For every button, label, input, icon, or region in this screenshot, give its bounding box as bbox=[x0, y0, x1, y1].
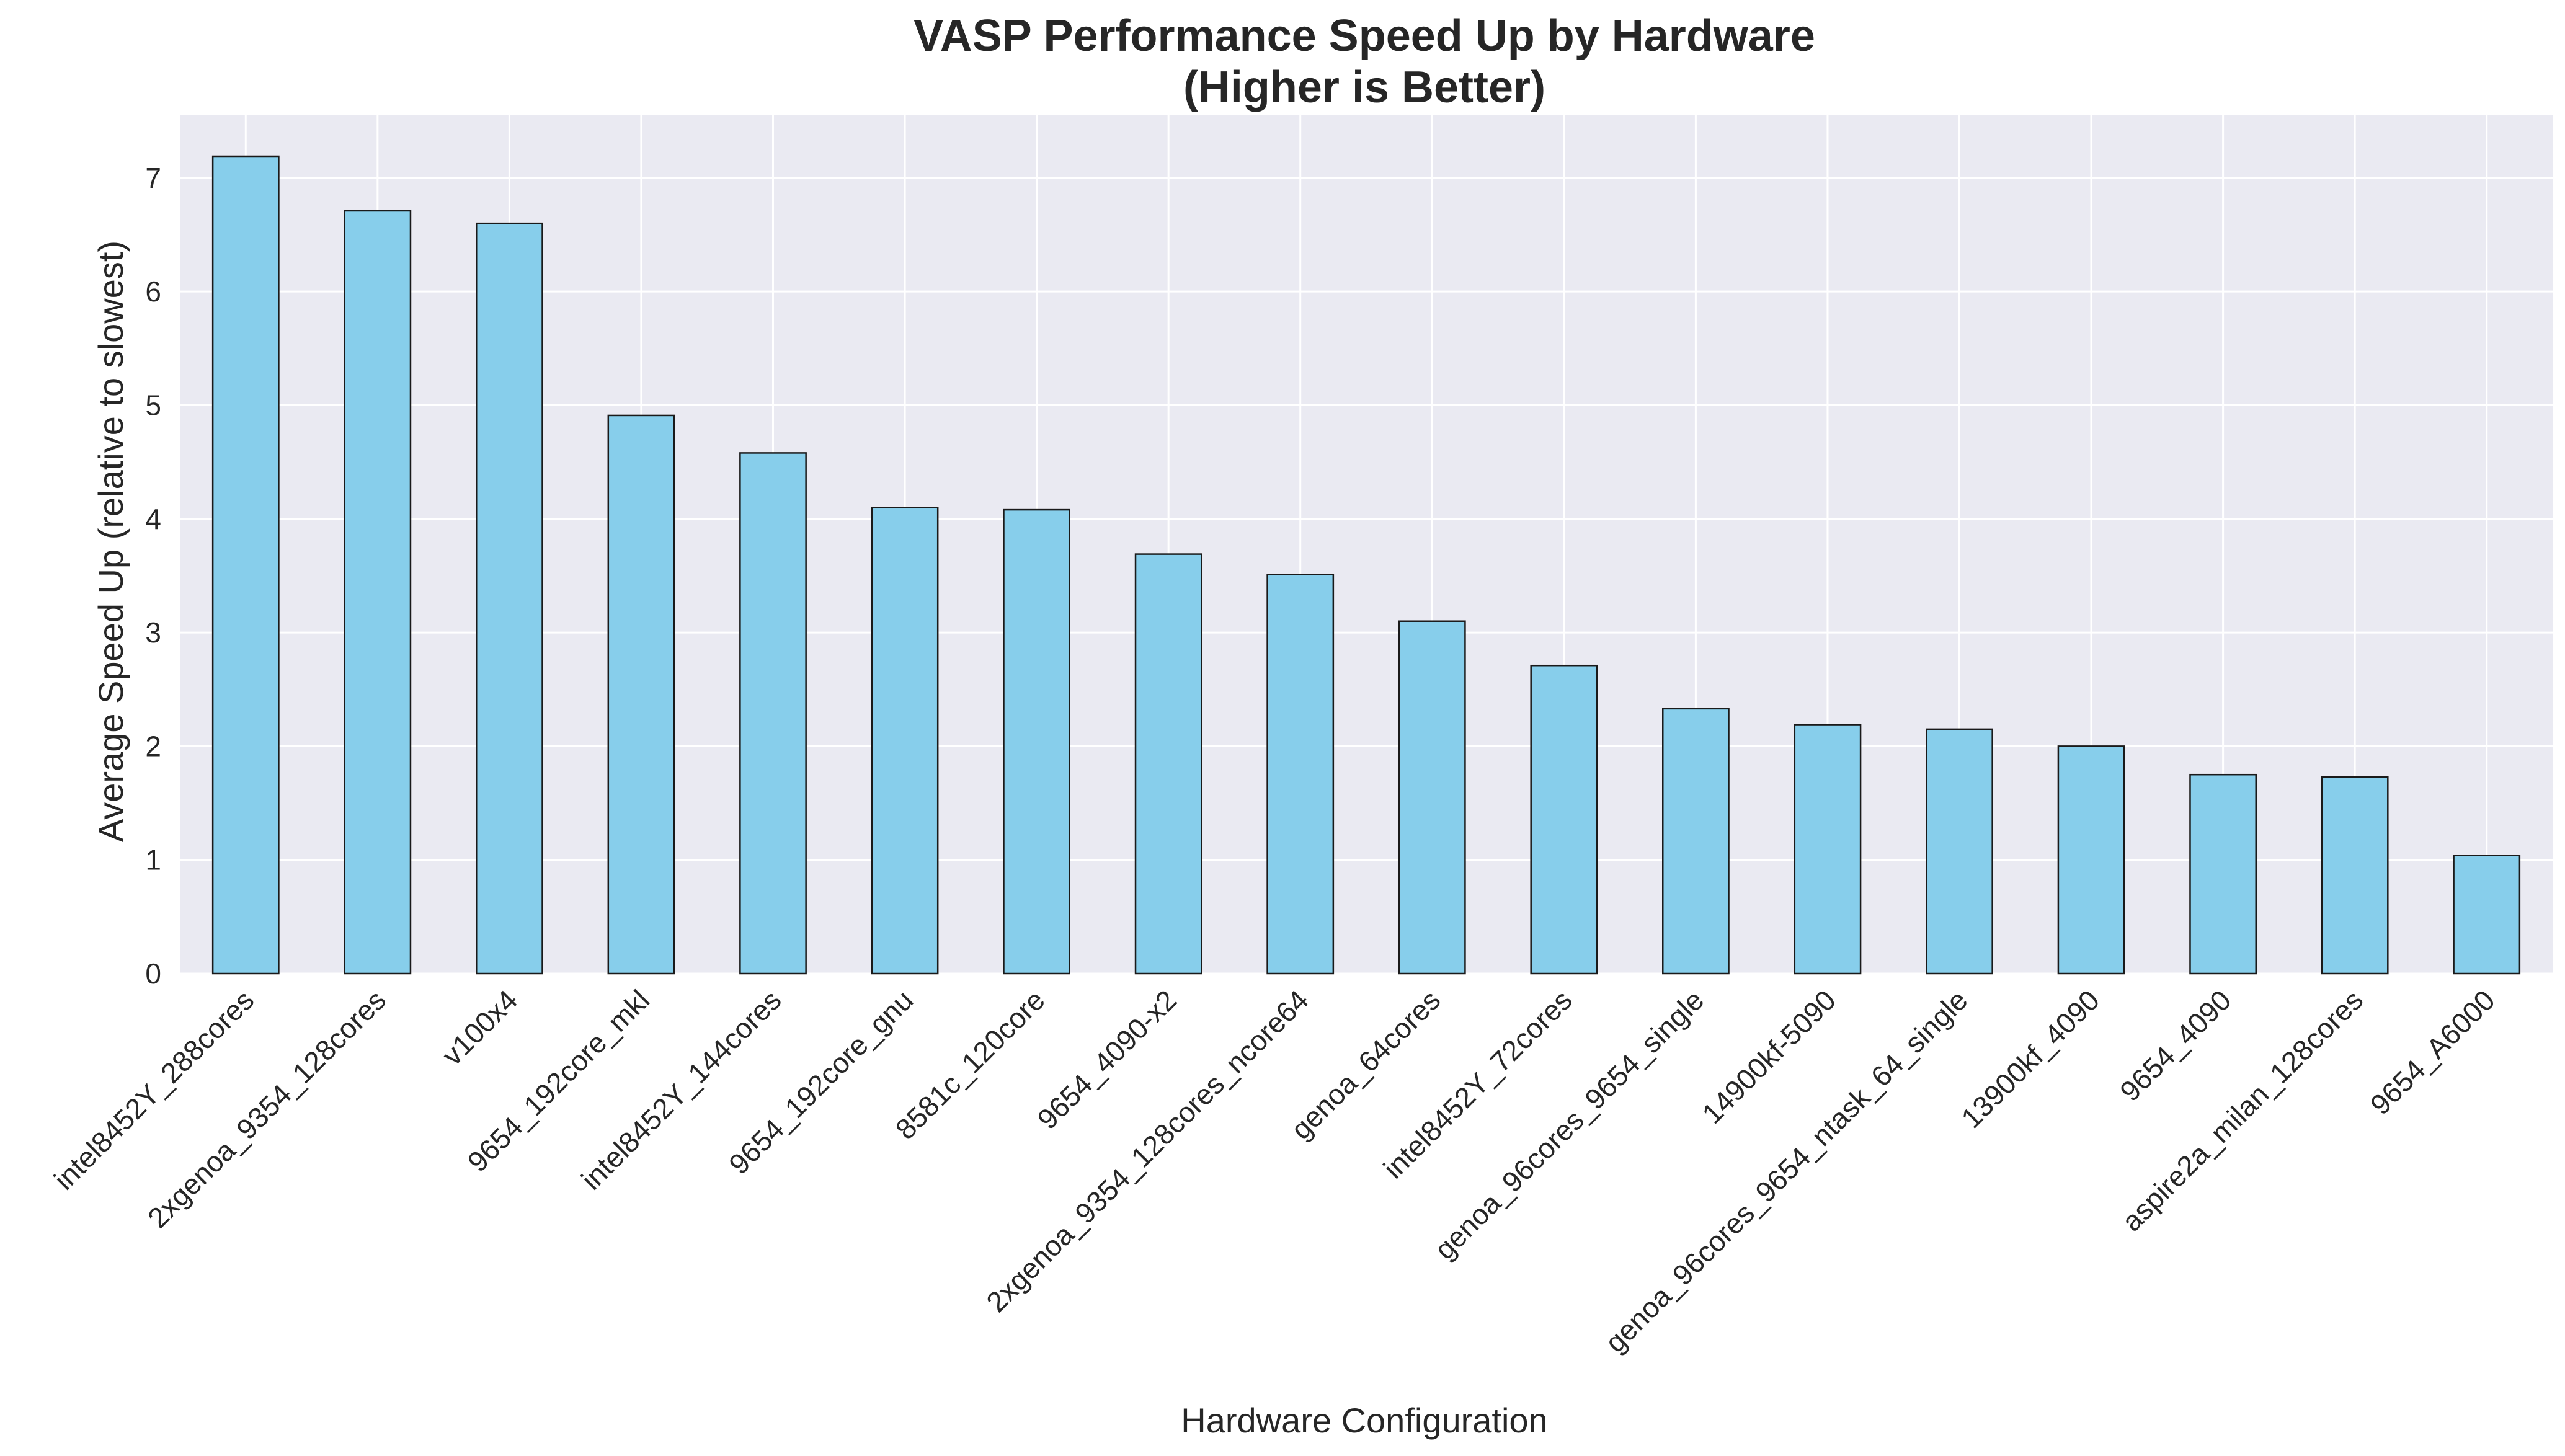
bar-2xgenoa_9354_128cores_ncore64 bbox=[1266, 574, 1335, 975]
y-tick-label: 7 bbox=[145, 162, 161, 194]
x-tick-label: 2xgenoa_9354_128cores bbox=[141, 983, 392, 1234]
y-axis-label: Average Speed Up (relative to slowest) bbox=[91, 241, 130, 842]
chart-subtitle: (Higher is Better) bbox=[1183, 63, 1545, 112]
bar-14900kf-5090 bbox=[1794, 724, 1862, 975]
x-tick-label: 9654_A6000 bbox=[2364, 983, 2501, 1121]
x-tick-label: 14900kf-5090 bbox=[1696, 983, 1842, 1130]
bar-8581c_120core bbox=[1003, 508, 1070, 975]
y-axis-ticks: 0 1 2 3 4 5 6 7 bbox=[145, 162, 161, 990]
bar-9654_192core_mkl bbox=[607, 414, 675, 975]
bars bbox=[211, 155, 2521, 975]
y-tick-label: 2 bbox=[145, 730, 161, 762]
y-tick-label: 4 bbox=[145, 503, 161, 535]
x-tick-label: v100x4 bbox=[436, 983, 524, 1072]
bar-2xgenoa_9354_128cores bbox=[344, 210, 412, 975]
x-tick-label: 9654_4090-x2 bbox=[1031, 983, 1183, 1135]
bar-genoa_96cores_9654_ntask_64_single bbox=[1926, 728, 1993, 975]
bar-13900kf_4090 bbox=[2057, 745, 2125, 975]
bar-intel8452Y_72cores bbox=[1530, 664, 1598, 975]
bar-9654_192core_gnu bbox=[871, 507, 939, 975]
x-tick-label: 13900kf_4090 bbox=[1955, 983, 2105, 1134]
x-tick-label: 9654_4090 bbox=[2114, 983, 2238, 1108]
bar-intel8452Y_288cores bbox=[211, 155, 280, 975]
y-tick-label: 5 bbox=[145, 389, 161, 421]
bar-9654_A6000 bbox=[2453, 855, 2521, 975]
bar-9654_4090 bbox=[2189, 773, 2257, 975]
bar-9654_4090-x2 bbox=[1134, 553, 1202, 975]
y-tick-label: 1 bbox=[145, 844, 161, 876]
bar-v100x4 bbox=[476, 222, 543, 975]
x-axis-ticks: intel8452Y_288cores2xgenoa_9354_128cores… bbox=[48, 983, 2501, 1359]
y-tick-label: 0 bbox=[145, 957, 161, 990]
bar-genoa_64cores bbox=[1398, 620, 1466, 975]
x-tick-label: aspire2a_milan_128cores bbox=[2115, 983, 2369, 1237]
y-tick-label: 6 bbox=[145, 275, 161, 308]
x-tick-label: genoa_96cores_9654_single bbox=[1428, 983, 1710, 1266]
chart-title: VASP Performance Speed Up by Hardware bbox=[914, 11, 1815, 61]
y-tick-label: 3 bbox=[145, 616, 161, 649]
plot-area bbox=[180, 115, 2553, 974]
bar-aspire2a_milan_128cores bbox=[2321, 776, 2389, 975]
x-axis-label: Hardware Configuration bbox=[1181, 1401, 1547, 1440]
bar-intel8452Y_144cores bbox=[739, 452, 807, 975]
bar-genoa_96cores_9654_single bbox=[1662, 708, 1730, 975]
